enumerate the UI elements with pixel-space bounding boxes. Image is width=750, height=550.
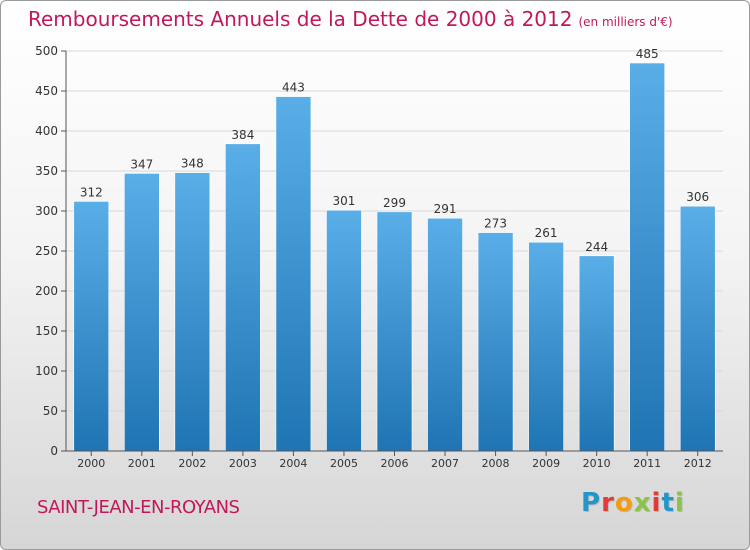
y-tick-label: 500: [35, 44, 58, 58]
logo-letter: i: [674, 488, 685, 518]
y-tick-label: 250: [35, 244, 58, 258]
x-axis: 2000 2001 2002 2003 2004 2005 2006 2007 2008 2009…: [66, 450, 723, 470]
x-tick-label: 2007: [431, 457, 459, 470]
logo-letter: r: [601, 488, 615, 518]
bar-value-label: 348: [181, 157, 204, 171]
x-tick-label: 2002: [178, 457, 206, 470]
bar-2012: [679, 205, 716, 452]
bar-value-label: 244: [585, 240, 608, 254]
bar-2008: [477, 232, 514, 452]
bar-value-label: 301: [333, 194, 356, 208]
bar-2001: [124, 173, 160, 452]
logo-letter: o: [614, 488, 634, 518]
bar-2010: [578, 255, 615, 452]
y-tick-label: 350: [35, 164, 58, 178]
y-tick-label: 300: [35, 204, 58, 218]
y-tick-label: 400: [35, 124, 58, 138]
x-tick-label: 2000: [77, 457, 105, 470]
x-tick-label: 2009: [532, 457, 560, 470]
bar-2005: [326, 209, 362, 452]
bar-value-label: 299: [383, 196, 406, 210]
bar-value-label: 312: [80, 185, 103, 199]
x-tick-label: 2012: [684, 457, 712, 470]
logo-letter: P: [581, 488, 602, 518]
bars: 312 347 348 384 443 301 299 291 273 261 244 485 306: [73, 47, 716, 452]
x-tick-label: 2001: [128, 457, 156, 470]
bar-2009: [528, 241, 564, 452]
x-tick-label: 2005: [330, 457, 358, 470]
bar-value-label: 291: [434, 202, 457, 216]
x-tick-label: 2008: [482, 457, 510, 470]
y-tick-label: 0: [50, 444, 58, 458]
bar-2003: [225, 143, 261, 452]
city-name: SAINT-JEAN-EN-ROYANS: [37, 497, 240, 518]
bar-2011: [629, 62, 665, 452]
bar-2000: [73, 201, 110, 452]
y-tick-label: 450: [35, 84, 58, 98]
x-tick-label: 2004: [279, 457, 307, 470]
y-axis: 0 50 100 150 200 250 300 350 400 450 500: [35, 44, 67, 458]
bar-value-label: 384: [231, 128, 254, 142]
chart-title: Remboursements Annuels de la Dette de 20…: [28, 7, 673, 31]
bar-value-label: 347: [130, 157, 153, 171]
logo-letter: t: [661, 488, 675, 518]
y-tick-label: 100: [35, 364, 58, 378]
y-tick-label: 200: [35, 284, 58, 298]
logo-letter: x: [633, 488, 652, 518]
bar-value-label: 443: [282, 81, 305, 95]
bar-2004: [275, 96, 312, 452]
y-tick-label: 50: [43, 404, 58, 418]
bar-2002: [174, 172, 211, 452]
bar-2007: [427, 217, 463, 452]
logo-letter: i: [651, 488, 662, 518]
bar-value-label: 273: [484, 217, 507, 231]
proxiti-logo: Proxiti: [581, 488, 685, 518]
bar-2006: [376, 211, 413, 452]
bar-value-label: 485: [636, 47, 659, 61]
bar-chart: 0 50 100 150 200 250 300 350 400 450 500 312 347 348…: [35, 44, 723, 470]
x-tick-label: 2006: [381, 457, 409, 470]
chart-subtitle: (en milliers d'€): [578, 15, 673, 29]
chart-title-text: Remboursements Annuels de la Dette de 20…: [28, 7, 573, 31]
x-tick-label: 2011: [633, 457, 661, 470]
bar-value-label: 306: [686, 190, 709, 204]
y-tick-label: 150: [35, 324, 58, 338]
bar-value-label: 261: [535, 226, 558, 240]
x-tick-label: 2003: [229, 457, 257, 470]
x-tick-label: 2010: [583, 457, 611, 470]
